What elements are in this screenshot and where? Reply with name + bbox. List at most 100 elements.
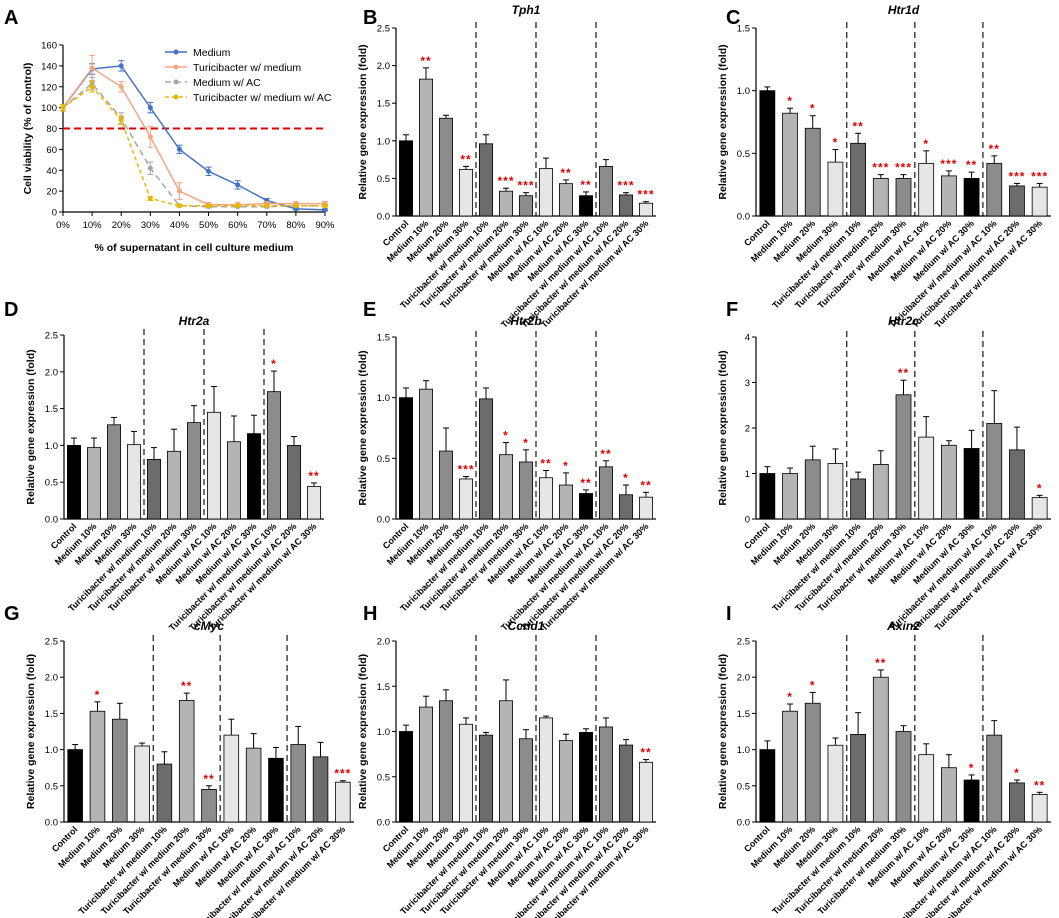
y-axis-label: Relative gene expression (fold) <box>717 654 729 809</box>
significance-marker: * <box>95 688 101 702</box>
bar <box>759 90 776 217</box>
legend-label: Turicibacter w/ medium w/ AC <box>193 92 332 104</box>
panel-label: H <box>363 603 377 625</box>
data-point <box>206 168 212 174</box>
y-tick-label: 160 <box>41 41 57 52</box>
chart-title: Htr2a <box>179 314 210 328</box>
data-point <box>176 146 182 152</box>
bar <box>418 706 433 823</box>
y-tick-label: 0.5 <box>377 174 390 185</box>
y-tick-label: 140 <box>41 61 57 72</box>
bar <box>112 718 128 823</box>
significance-marker: ** <box>420 54 431 68</box>
significance-marker: ** <box>560 166 571 180</box>
x-tick-label: 10% <box>83 220 103 231</box>
bar <box>206 411 221 520</box>
bar <box>418 78 433 217</box>
y-tick-label: 2.5 <box>377 24 390 35</box>
legend-label: Medium <box>193 47 231 59</box>
panel-i: I Axin2 0.0 0.5 1.0 1.5 2.0 2.5 Relative gene ex… <box>717 603 1051 918</box>
significance-marker: * <box>1014 766 1020 780</box>
legend-label: Turicibacter w/ medium <box>193 62 301 74</box>
legend-marker <box>173 49 179 55</box>
bar <box>519 738 534 823</box>
bar <box>759 473 776 520</box>
bar <box>335 781 351 823</box>
series-2 <box>60 54 328 208</box>
y-tick-label: 4 <box>745 333 750 344</box>
bar <box>67 749 83 823</box>
bar <box>986 423 1003 520</box>
chart-title: Axin2 <box>886 619 920 633</box>
bar <box>519 461 534 520</box>
panel-f: F Htr2c 0 1 2 3 4 Relative gene expression (fol… <box>717 299 1051 633</box>
data-point <box>176 188 182 194</box>
bar <box>963 779 980 823</box>
y-tick-label: 1 <box>745 469 750 480</box>
significance-marker: ** <box>640 478 651 492</box>
panel-label: F <box>726 299 738 321</box>
chart-title: Htr1d <box>888 3 920 17</box>
significance-marker: * <box>271 357 277 371</box>
bar <box>107 424 122 520</box>
significance-marker: ** <box>600 447 611 461</box>
bar <box>186 422 201 520</box>
bar <box>146 458 161 520</box>
significance-marker: * <box>969 761 975 775</box>
y-tick-label: 60 <box>46 145 57 156</box>
bar <box>804 127 821 217</box>
data-point <box>60 105 66 111</box>
y-tick-label: 0.5 <box>45 478 58 489</box>
legend-label: Medium w/ AC <box>193 77 261 89</box>
panel-label: A <box>4 7 18 29</box>
y-tick-label: 2.0 <box>377 61 390 72</box>
bar <box>438 700 453 823</box>
bar <box>850 733 867 823</box>
y-tick-label: 2.0 <box>377 637 390 648</box>
y-tick-label: 0.5 <box>45 781 58 792</box>
bar <box>498 700 513 823</box>
bar <box>619 494 634 520</box>
bar <box>539 477 554 520</box>
data-point <box>147 134 153 140</box>
y-tick-label: 1.0 <box>45 745 58 756</box>
significance-marker: ** <box>308 469 319 483</box>
bar <box>1009 185 1025 217</box>
legend: Medium Turicibacter w/ medium Medium w/ AC… <box>165 47 332 104</box>
series-4 <box>60 81 328 209</box>
data-point <box>176 203 182 209</box>
bar <box>895 731 912 823</box>
y-tick-label: 40 <box>46 166 57 177</box>
y-tick-label: 0.0 <box>737 818 750 829</box>
bar <box>782 112 798 217</box>
bar <box>1031 794 1048 823</box>
data-point <box>322 203 328 209</box>
bar <box>539 717 554 823</box>
y-axis-label: Cell viability (% of control) <box>22 63 34 195</box>
y-tick-label: 0.0 <box>45 818 58 829</box>
bar <box>306 486 321 520</box>
significance-marker: *** <box>872 161 889 175</box>
y-axis-label: Relative gene expression (fold) <box>25 349 37 504</box>
y-tick-label: 1.5 <box>377 99 390 110</box>
significance-marker: * <box>1037 481 1043 495</box>
bar <box>398 140 413 217</box>
x-tick-label: 70% <box>257 220 277 231</box>
data-point <box>118 117 124 123</box>
significance-marker: *** <box>637 188 654 202</box>
y-tick-label: 1.0 <box>377 393 390 404</box>
bar <box>918 436 935 520</box>
x-tick-label: 80% <box>286 220 306 231</box>
significance-marker: ** <box>203 772 214 786</box>
bar <box>559 740 574 823</box>
bar <box>619 194 634 217</box>
bar <box>827 463 844 520</box>
data-point <box>147 105 153 111</box>
y-tick-label: 1.5 <box>45 709 58 720</box>
y-tick-label: 0.0 <box>377 515 390 526</box>
series-line <box>62 65 326 211</box>
y-tick-label: 2.5 <box>45 331 58 342</box>
bar <box>895 394 912 520</box>
bar <box>559 183 574 217</box>
